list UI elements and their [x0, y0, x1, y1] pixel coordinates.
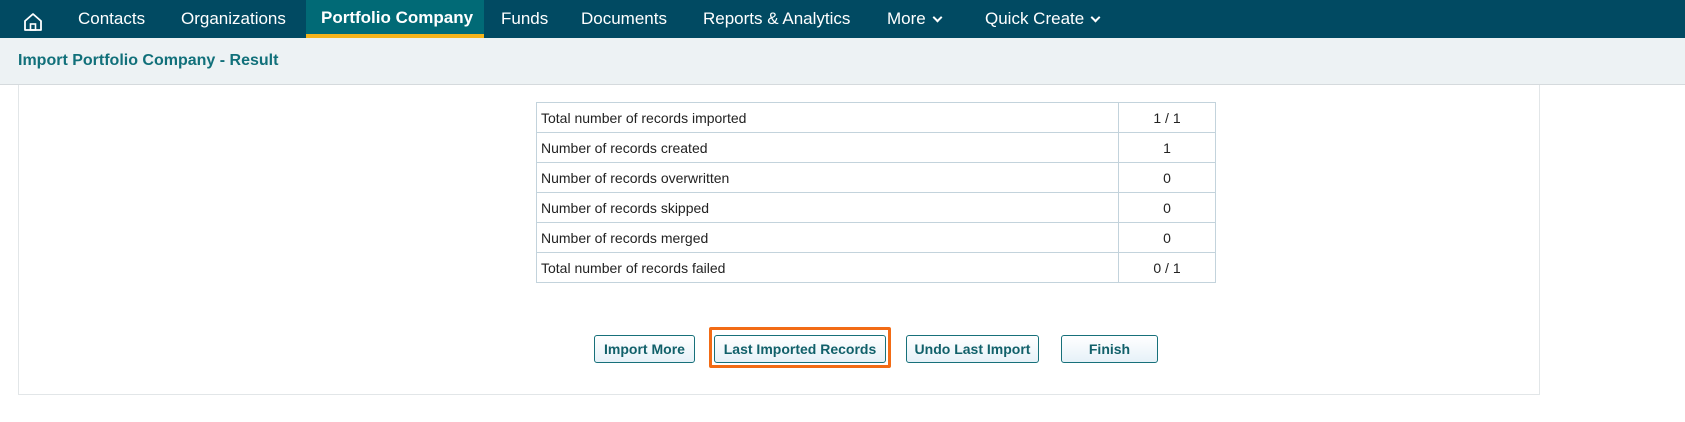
home-icon[interactable]	[22, 9, 44, 31]
row-label: Number of records skipped	[536, 192, 1119, 223]
table-row: Total number of records imported 1 / 1	[536, 102, 1216, 133]
table-row: Total number of records failed 0 / 1	[536, 252, 1216, 283]
highlight-outline	[709, 327, 891, 368]
table-row: Number of records created 1	[536, 132, 1216, 163]
row-value: 0 / 1	[1118, 252, 1216, 283]
nav-reports-analytics[interactable]: Reports & Analytics	[703, 9, 851, 28]
nav-documents[interactable]: Documents	[581, 9, 667, 28]
nav-more[interactable]: More	[887, 0, 943, 38]
results-table: Total number of records imported 1 / 1 Nu…	[536, 102, 1216, 283]
content-panel	[18, 85, 1540, 395]
page-title: Import Portfolio Company - Result	[18, 52, 279, 69]
table-row: Number of records merged 0	[536, 222, 1216, 253]
nav-quick-create[interactable]: Quick Create	[985, 0, 1101, 38]
nav-quick-create-label: Quick Create	[985, 9, 1085, 28]
nav-organizations[interactable]: Organizations	[181, 9, 286, 28]
row-label: Number of records overwritten	[536, 162, 1119, 193]
nav-contacts[interactable]: Contacts	[78, 9, 146, 28]
chevron-down-icon	[932, 12, 943, 23]
page-header: Import Portfolio Company - Result	[0, 38, 1685, 85]
nav-funds[interactable]: Funds	[501, 9, 549, 28]
row-value: 0	[1118, 222, 1216, 253]
row-label: Number of records merged	[536, 222, 1119, 253]
nav-more-label: More	[887, 9, 926, 28]
row-value: 1	[1118, 132, 1216, 163]
row-value: 0	[1118, 162, 1216, 193]
row-label: Number of records created	[536, 132, 1119, 163]
top-nav: Contacts Organizations Portfolio Company…	[0, 0, 1685, 38]
row-label: Total number of records imported	[536, 102, 1119, 133]
nav-portfolio-company[interactable]: Portfolio Company	[306, 0, 484, 38]
chevron-down-icon	[1090, 12, 1101, 23]
finish-button[interactable]: Finish	[1061, 335, 1158, 363]
last-imported-records-button[interactable]: Last Imported Records	[714, 335, 886, 363]
table-row: Number of records skipped 0	[536, 192, 1216, 223]
row-value: 0	[1118, 192, 1216, 223]
import-more-button[interactable]: Import More	[594, 335, 695, 363]
table-row: Number of records overwritten 0	[536, 162, 1216, 193]
row-value: 1 / 1	[1118, 102, 1216, 133]
undo-last-import-button[interactable]: Undo Last Import	[906, 335, 1039, 363]
row-label: Total number of records failed	[536, 252, 1119, 283]
